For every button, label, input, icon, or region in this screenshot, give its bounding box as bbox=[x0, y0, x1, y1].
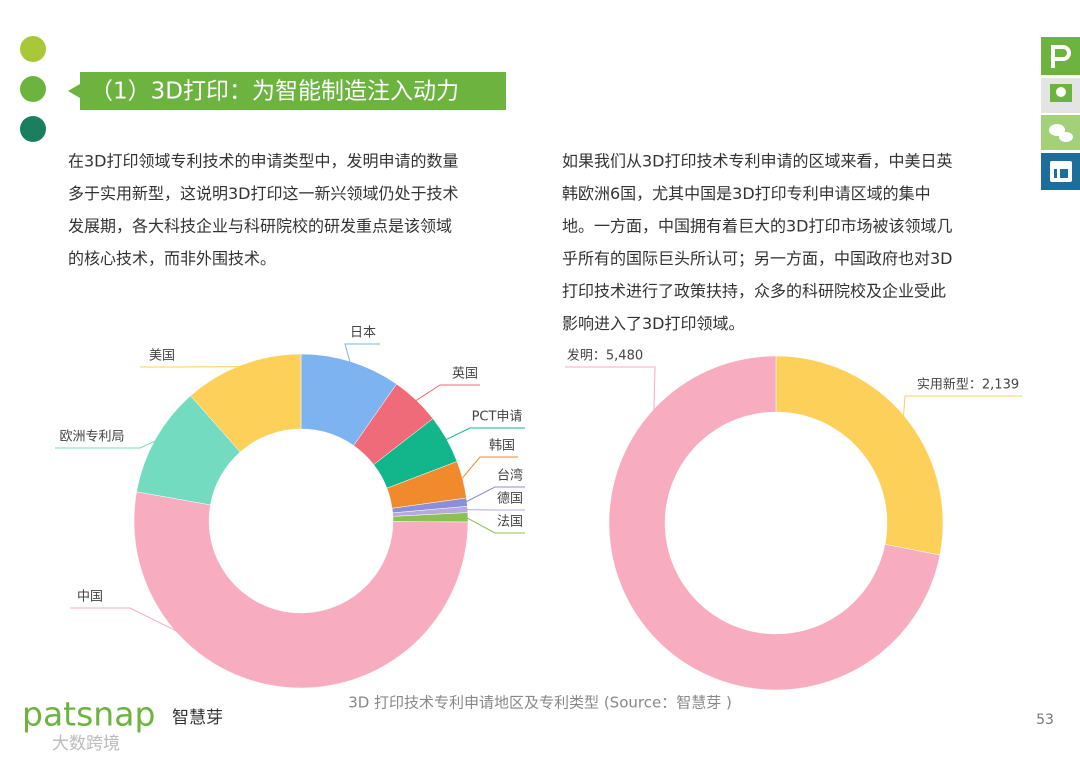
slice-label: PCT申请 bbox=[472, 410, 523, 425]
slice-label: 韩国 bbox=[489, 439, 515, 454]
idea-icon-bulb bbox=[1056, 87, 1066, 97]
slice-label: 台湾 bbox=[497, 468, 523, 484]
leader-line bbox=[464, 486, 525, 503]
slice-label: 欧洲专利局 bbox=[59, 430, 124, 445]
bullet-dot bbox=[20, 116, 46, 142]
linkedin-icon-glyph bbox=[1054, 169, 1057, 178]
patsnap-icon[interactable] bbox=[1041, 37, 1080, 75]
title-banner bbox=[68, 72, 506, 110]
slice-label: 中国 bbox=[77, 590, 103, 605]
paragraph-line: 如果我们从3D打印技术专利申请的区域来看，中美日英 bbox=[562, 152, 953, 171]
watermark: 大数跨境 bbox=[52, 734, 120, 754]
page-number: 53 bbox=[1036, 712, 1054, 728]
linkedin-icon-glyph bbox=[1060, 169, 1068, 178]
leader-line bbox=[460, 456, 518, 481]
leader-line bbox=[444, 427, 525, 441]
leader-line bbox=[902, 395, 1022, 419]
paragraph-line: 的核心技术，而非外围技术。 bbox=[68, 249, 276, 268]
slice-label: 实用新型：2,139 bbox=[917, 377, 1019, 393]
leader-line bbox=[344, 343, 380, 364]
slice-label: 发明：5,480 bbox=[567, 348, 643, 364]
slice-label: 德国 bbox=[497, 492, 523, 507]
paragraph-line: 在3D打印领域专利技术的申请类型中，发明申请的数量 bbox=[68, 152, 459, 171]
leader-line bbox=[465, 516, 525, 534]
logo-brand: patsnap bbox=[22, 695, 155, 734]
paragraph-line: 地。一方面，中国拥有着巨大的3D打印市场被该领域几 bbox=[562, 217, 953, 236]
donut-slice bbox=[190, 353, 302, 453]
donut-slice bbox=[133, 491, 469, 689]
slice-label: 法国 bbox=[497, 515, 523, 530]
slice-label: 英国 bbox=[452, 367, 478, 382]
chart-caption: 3D 打印技术专利申请地区及专利类型 (Source：智慧芽 ) bbox=[348, 694, 732, 712]
paragraph-line: 发展期，各大科技企业与科研院校的研发重点是该领域 bbox=[68, 217, 452, 236]
slice-label: 日本 bbox=[350, 326, 376, 341]
patsnap-icon-glyph bbox=[1051, 45, 1071, 68]
wechat-icon-glyph bbox=[1059, 132, 1073, 142]
bullet-dot bbox=[20, 76, 46, 102]
leader-line bbox=[55, 439, 158, 449]
wechat-icon-glyph bbox=[1049, 124, 1065, 136]
donut-slice bbox=[775, 355, 944, 556]
paragraph-line: 影响进入了3D打印领域。 bbox=[562, 314, 745, 333]
paragraph-line: 打印技术进行了政策扶持，众多的科研院校及企业受此 bbox=[562, 282, 946, 301]
social-icons bbox=[1041, 37, 1080, 190]
leader-line bbox=[70, 607, 287, 686]
leader-line bbox=[414, 384, 480, 402]
donut-slice bbox=[608, 355, 941, 691]
bullet-dot bbox=[20, 36, 46, 62]
slide-title: （1）3D打印：为智能制造注入动力 bbox=[90, 79, 459, 105]
paragraph-line: 多于实用新型，这说明3D打印这一新兴领域仍处于技术 bbox=[68, 184, 459, 203]
slice-label: 美国 bbox=[149, 349, 175, 364]
logo-chinese: 智慧芽 bbox=[172, 708, 223, 728]
leader-line bbox=[565, 366, 656, 628]
paragraph-line: 乎所有的国际巨头所认可；另一方面，中国政府也对3D bbox=[562, 249, 953, 268]
paragraph-line: 韩欧洲6国，尤其中国是3D打印专利申请区域的集中 bbox=[562, 184, 931, 203]
